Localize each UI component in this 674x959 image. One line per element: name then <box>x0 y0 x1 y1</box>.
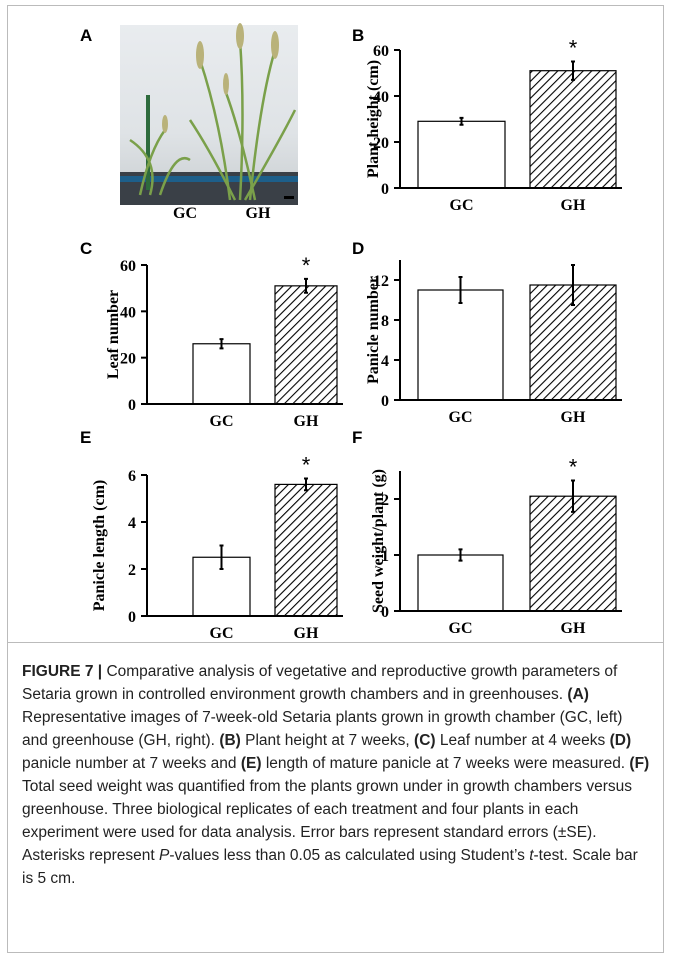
y-tick-label: 60 <box>373 43 389 60</box>
y-tick-label: 20 <box>373 135 389 152</box>
significance-mark: * <box>569 36 578 61</box>
caption-text: (F) <box>629 755 649 772</box>
x-tick-label: GH <box>294 625 319 640</box>
y-axis-label: Seed weight/plant (g) <box>370 469 387 613</box>
x-tick-label: GC <box>449 620 473 637</box>
panel-label: B <box>352 26 364 45</box>
caption-text: Comparative analysis of vegetative and r… <box>22 663 617 703</box>
caption-text: panicle number at 7 weeks and <box>22 755 241 772</box>
bar <box>418 290 503 400</box>
significance-mark: * <box>302 453 311 478</box>
x-tick-label: GC <box>450 197 474 214</box>
panel-label: A <box>80 26 92 45</box>
panel-label: E <box>80 428 91 447</box>
bar <box>275 286 337 404</box>
y-tick-label: 4 <box>128 515 136 532</box>
x-tick-label: GH <box>561 620 586 637</box>
x-tick-label: GH <box>561 409 586 426</box>
bar <box>530 71 616 188</box>
caption-text: Plant height at 7 weeks, <box>241 732 414 749</box>
caption-text: FIGURE 7 | <box>22 663 102 680</box>
y-tick-label: 0 <box>381 181 389 198</box>
y-tick-label: 8 <box>381 313 389 330</box>
photo <box>120 23 298 205</box>
bar <box>275 484 337 616</box>
y-axis-label: Panicle number <box>365 276 382 384</box>
caption-text: (D) <box>610 732 632 749</box>
y-tick-label: 40 <box>120 304 136 321</box>
y-axis-label: Plant height (cm) <box>365 60 382 178</box>
caption-text: length of mature panicle at 7 weeks were… <box>262 755 630 772</box>
x-tick-label: GH <box>294 413 319 430</box>
page: A GC GH BPlant height (cm)0204060GCGH*CL… <box>0 0 674 959</box>
bar <box>418 555 503 611</box>
caption-text: (B) <box>219 732 241 749</box>
y-tick-label: 0 <box>128 397 136 414</box>
significance-mark: * <box>569 455 578 480</box>
caption-text: (E) <box>241 755 262 772</box>
y-tick-label: 60 <box>120 258 136 275</box>
caption-text: P <box>159 847 169 864</box>
panel-label: D <box>352 239 364 258</box>
x-tick-label: GC <box>449 409 473 426</box>
y-tick-label: 0 <box>128 609 136 626</box>
photo-label: GC <box>173 205 197 222</box>
y-tick-label: 0 <box>381 393 389 410</box>
y-tick-label: 2 <box>381 492 389 509</box>
caption-text: (A) <box>567 686 589 703</box>
x-tick-label: GC <box>210 413 234 430</box>
caption-rule <box>7 642 664 643</box>
y-tick-label: 4 <box>381 353 389 370</box>
bar <box>193 344 250 404</box>
y-tick-label: 1 <box>381 548 389 565</box>
y-tick-label: 0 <box>381 604 389 621</box>
y-tick-label: 2 <box>128 562 136 579</box>
panel-label: F <box>352 428 362 447</box>
caption-text: -values less than 0.05 as calculated usi… <box>169 847 529 864</box>
y-axis-label: Panicle length (cm) <box>91 480 108 612</box>
x-tick-label: GC <box>210 625 234 640</box>
y-tick-label: 12 <box>373 273 389 290</box>
photo-label: GH <box>246 205 271 222</box>
bar <box>530 496 616 611</box>
y-tick-label: 6 <box>128 468 136 485</box>
caption: FIGURE 7 | Comparative analysis of veget… <box>22 660 652 890</box>
panel-label: C <box>80 239 92 258</box>
x-tick-label: GH <box>561 197 586 214</box>
caption-text: Leaf number at 4 weeks <box>436 732 610 749</box>
caption-text: (C) <box>414 732 436 749</box>
y-tick-label: 20 <box>120 351 136 368</box>
y-tick-label: 40 <box>373 89 389 106</box>
significance-mark: * <box>302 253 311 278</box>
bar <box>418 121 505 188</box>
